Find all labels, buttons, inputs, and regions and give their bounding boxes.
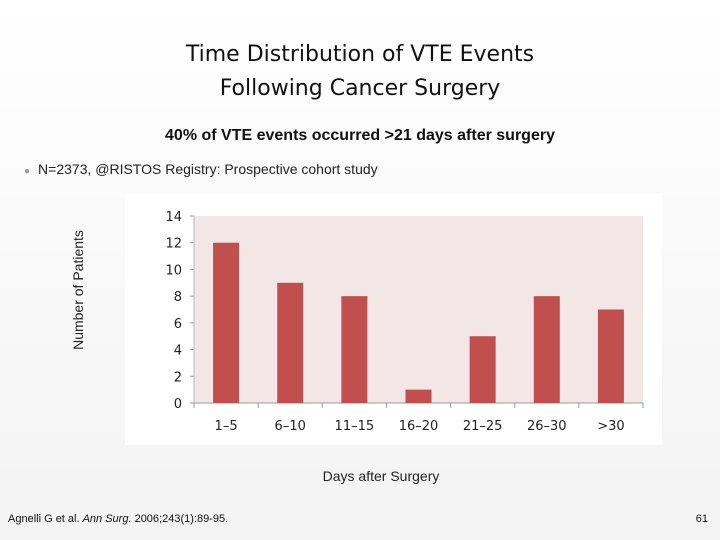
citation: Agnelli G et al. Ann Surg. 2006;243(1):8… — [8, 513, 228, 525]
bar-21–25 — [469, 336, 496, 403]
page-number: 61 — [695, 513, 708, 525]
slide-title: Time Distribution of VTE Events Followin… — [0, 38, 720, 106]
y-tick-label: 2 — [174, 370, 182, 385]
x-tick-label: 21–25 — [463, 419, 503, 434]
y-tick-label: 8 — [174, 290, 182, 305]
bullet-icon: ● — [24, 166, 31, 177]
bar-26–30 — [533, 296, 560, 403]
y-tick-label: 4 — [174, 344, 182, 359]
chart-svg: 0 2 4 6 8 10 12 14 1–5 6–10 11–15 16–20 21–25 26–30 >3… — [165, 210, 644, 434]
citation-authors: Agnelli G et al. — [8, 513, 83, 525]
citation-rest: 2006;243(1):89-95. — [131, 513, 229, 525]
title-line-1: Time Distribution of VTE Events — [185, 42, 535, 67]
y-tick-label: 10 — [165, 263, 182, 278]
y-tick-label: 14 — [165, 210, 182, 225]
bar-16–20 — [405, 389, 432, 403]
x-tick-label: 1–5 — [215, 419, 238, 434]
chart: 0 2 4 6 8 10 12 14 1–5 6–10 11–15 16–20 21–25 26–30 >3… — [125, 193, 662, 445]
bar-6–10 — [277, 282, 304, 403]
y-tick-label: 6 — [174, 317, 182, 332]
bullet-text: N=2373, @RISTOS Registry: Prospective co… — [38, 161, 378, 177]
plot-area — [194, 216, 643, 403]
x-tick-label: 26–30 — [527, 419, 567, 434]
x-tick-label: 11–15 — [335, 419, 375, 434]
y-tick-label: 12 — [165, 237, 182, 252]
x-axis-label: Days after Surgery — [322, 468, 440, 484]
citation-journal: Ann Surg. — [82, 513, 132, 525]
x-tick-label: >30 — [597, 419, 624, 434]
x-tick-label: 16–20 — [399, 419, 439, 434]
y-axis-label: Number of Patients — [70, 230, 86, 350]
bar-11–15 — [341, 296, 368, 403]
bullet-item: ● N=2373, @RISTOS Registry: Prospective c… — [24, 161, 378, 177]
y-tick-label: 0 — [174, 397, 182, 412]
bar->30 — [597, 309, 624, 403]
subtitle: 40% of VTE events occurred >21 days afte… — [165, 127, 555, 144]
title-line-2: Following Cancer Surgery — [219, 76, 501, 101]
bar-1–5 — [213, 242, 240, 403]
x-tick-label: 6–10 — [275, 419, 306, 434]
